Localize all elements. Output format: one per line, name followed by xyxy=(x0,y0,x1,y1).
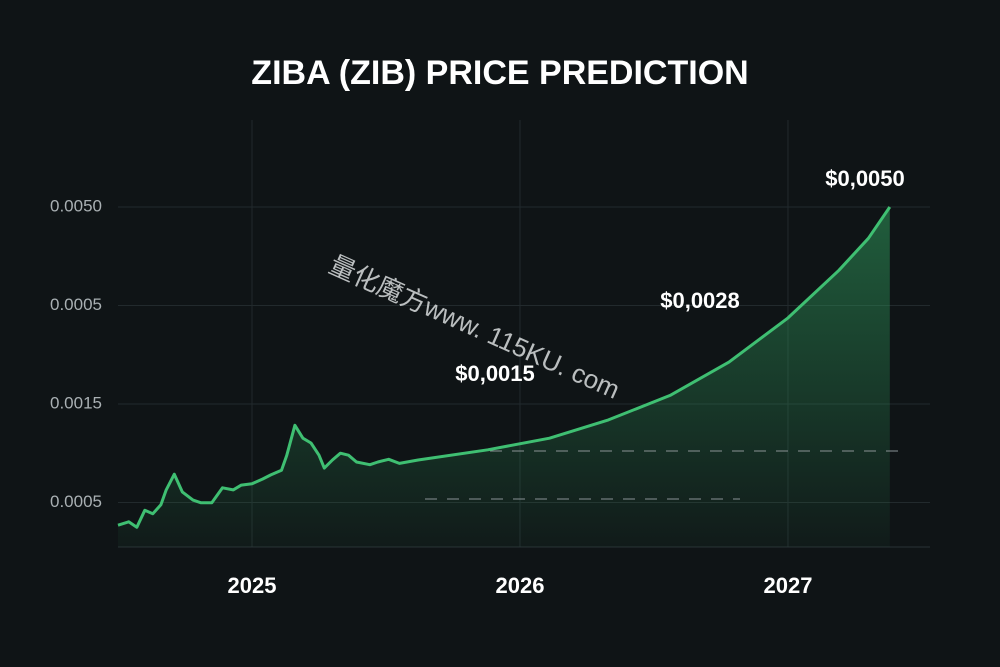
x-tick-label: 2025 xyxy=(228,573,277,598)
area xyxy=(118,207,890,547)
x-tick-label: 2027 xyxy=(763,573,812,598)
y-tick-label: 0.0050 xyxy=(50,196,102,215)
y-tick-label: 0.0005 xyxy=(50,295,102,314)
annotation: $0,0028 xyxy=(660,288,740,313)
price-line xyxy=(117,206,892,529)
y-tick-label: 0.0005 xyxy=(50,492,102,511)
chart-title: ZIBA (ZIB) PRICE PREDICTION xyxy=(251,54,748,92)
annotation: $0,0015 xyxy=(455,361,535,386)
y-tick-label: 0.0015 xyxy=(50,393,102,412)
annotation: $0,0050 xyxy=(825,166,905,191)
x-tick-label: 2026 xyxy=(496,573,545,598)
